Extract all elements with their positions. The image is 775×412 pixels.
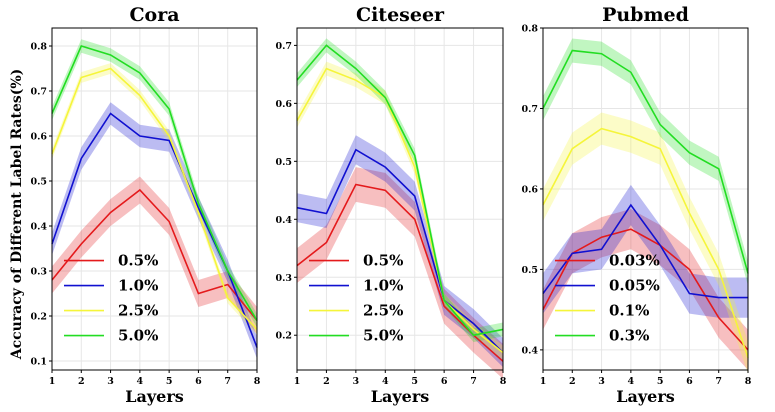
series-line-2.5% xyxy=(296,67,504,354)
x-tick-label: 3 xyxy=(107,376,114,387)
x-tick-label: 8 xyxy=(745,376,752,387)
x-tick-label: 6 xyxy=(686,376,693,387)
y-tick-label: 0.4 xyxy=(521,345,538,356)
legend-label: 0.1% xyxy=(609,302,649,320)
series-line-5.0% xyxy=(51,45,258,321)
legend-label: 0.03% xyxy=(609,252,660,270)
x-tick-label: 5 xyxy=(166,376,173,387)
x-tick-label: 2 xyxy=(569,376,576,387)
y-tick-label: 0.1 xyxy=(30,357,47,368)
y-tick-label: 0.8 xyxy=(521,24,538,35)
legend: 0.5% 1.0% 2.5% 5.0% xyxy=(64,252,158,345)
x-tick-label: 4 xyxy=(628,376,635,387)
y-tick-label: 0.6 xyxy=(30,132,47,143)
x-tick-label: 6 xyxy=(441,376,448,387)
x-tick-label: 7 xyxy=(224,376,231,387)
x-tick-label: 1 xyxy=(540,376,547,387)
series-line-0.1% xyxy=(542,127,749,359)
legend-label: 0.5% xyxy=(118,252,158,270)
x-tick-label: 2 xyxy=(323,376,330,387)
panel-title: Cora xyxy=(129,4,179,26)
x-tick-label: 4 xyxy=(382,376,389,387)
x-tick-label: 4 xyxy=(137,376,144,387)
y-tick-label: 0.3 xyxy=(30,267,47,278)
plot-frame xyxy=(542,27,749,371)
y-tick-label: 0.5 xyxy=(521,265,538,276)
x-tick-label: 6 xyxy=(195,376,202,387)
x-tick-label: 8 xyxy=(500,376,507,387)
x-tick-label: 3 xyxy=(353,376,360,387)
x-tick-label: 5 xyxy=(657,376,664,387)
y-tick-label: 0.2 xyxy=(30,312,47,323)
series-line-0.05% xyxy=(542,203,748,299)
x-tick-label: 5 xyxy=(411,376,418,387)
x-tick-label: 8 xyxy=(254,376,261,387)
y-tick-label: 0.5 xyxy=(30,177,47,188)
legend: 0.5% 1.0% 2.5% 5.0% xyxy=(309,252,403,345)
plot-frame xyxy=(296,27,504,371)
y-tick-label: 0.8 xyxy=(30,42,47,53)
y-axis-label: Accuracy of Different Label Rates(%) xyxy=(9,69,25,361)
x-tick-label: 7 xyxy=(715,376,722,387)
x-axis-label: Layers xyxy=(371,387,430,406)
legend-label: 2.5% xyxy=(363,302,403,320)
legend-label: 5.0% xyxy=(118,327,158,345)
legend-label: 5.0% xyxy=(363,327,403,345)
legend: 0.03% 0.05% 0.1% 0.3% xyxy=(555,252,660,345)
band-0.05% xyxy=(543,184,748,318)
series-line-0.3% xyxy=(542,49,749,274)
legend-label: 1.0% xyxy=(363,277,403,295)
panel-title: Pubmed xyxy=(602,4,689,26)
x-axis-label: Layers xyxy=(125,387,184,406)
band-2.5% xyxy=(297,61,503,360)
band-0.5% xyxy=(297,167,503,379)
x-tick-label: 1 xyxy=(294,376,301,387)
x-axis-label: Layers xyxy=(616,387,675,406)
y-tick-label: 0.6 xyxy=(275,99,292,110)
series-line-2.5% xyxy=(51,67,258,331)
y-tick-label: 0.7 xyxy=(30,87,47,98)
y-tick-label: 0.2 xyxy=(275,331,292,342)
series-line-5.0% xyxy=(296,44,504,337)
y-tick-label: 0.4 xyxy=(275,215,292,226)
plot-frame xyxy=(51,27,258,371)
y-tick-label: 0.7 xyxy=(275,41,292,52)
legend-label: 2.5% xyxy=(118,302,158,320)
y-tick-label: 0.6 xyxy=(521,184,538,195)
legend-label: 1.0% xyxy=(118,277,158,295)
band-0.03% xyxy=(543,209,748,370)
y-tick-label: 0.7 xyxy=(521,104,538,115)
panel-pubmed: 1 2 3 4 5 6 7 8 0.4 0.5 0.6 0.7 0.8 Pubmed Layers 0.03%… xyxy=(521,4,751,406)
panel-cora: 1 2 3 4 5 6 7 8 0.1 0.2 0.3 0.4 0.5 0.6 0.7 0.8 Cora Laye… xyxy=(30,4,260,406)
series-line-0.03% xyxy=(542,228,749,351)
legend-label: 0.5% xyxy=(363,252,403,270)
x-tick-label: 2 xyxy=(78,376,85,387)
y-tick-label: 0.4 xyxy=(30,222,47,233)
legend-label: 0.05% xyxy=(609,277,660,295)
x-tick-label: 1 xyxy=(49,376,56,387)
x-tick-label: 7 xyxy=(470,376,477,387)
y-tick-label: 0.3 xyxy=(275,273,292,284)
band-0.1% xyxy=(543,112,748,375)
band-0.5% xyxy=(52,176,257,334)
x-tick-label: 3 xyxy=(598,376,605,387)
legend-label: 0.3% xyxy=(609,327,649,345)
y-tick-label: 0.5 xyxy=(275,157,292,168)
panel-title: Citeseer xyxy=(356,4,445,26)
panel-citeseer: 1 2 3 4 5 6 7 8 0.2 0.3 0.4 0.5 0.6 0.7 Citeseer Layers… xyxy=(275,4,506,406)
series-line-1.0% xyxy=(296,148,504,354)
